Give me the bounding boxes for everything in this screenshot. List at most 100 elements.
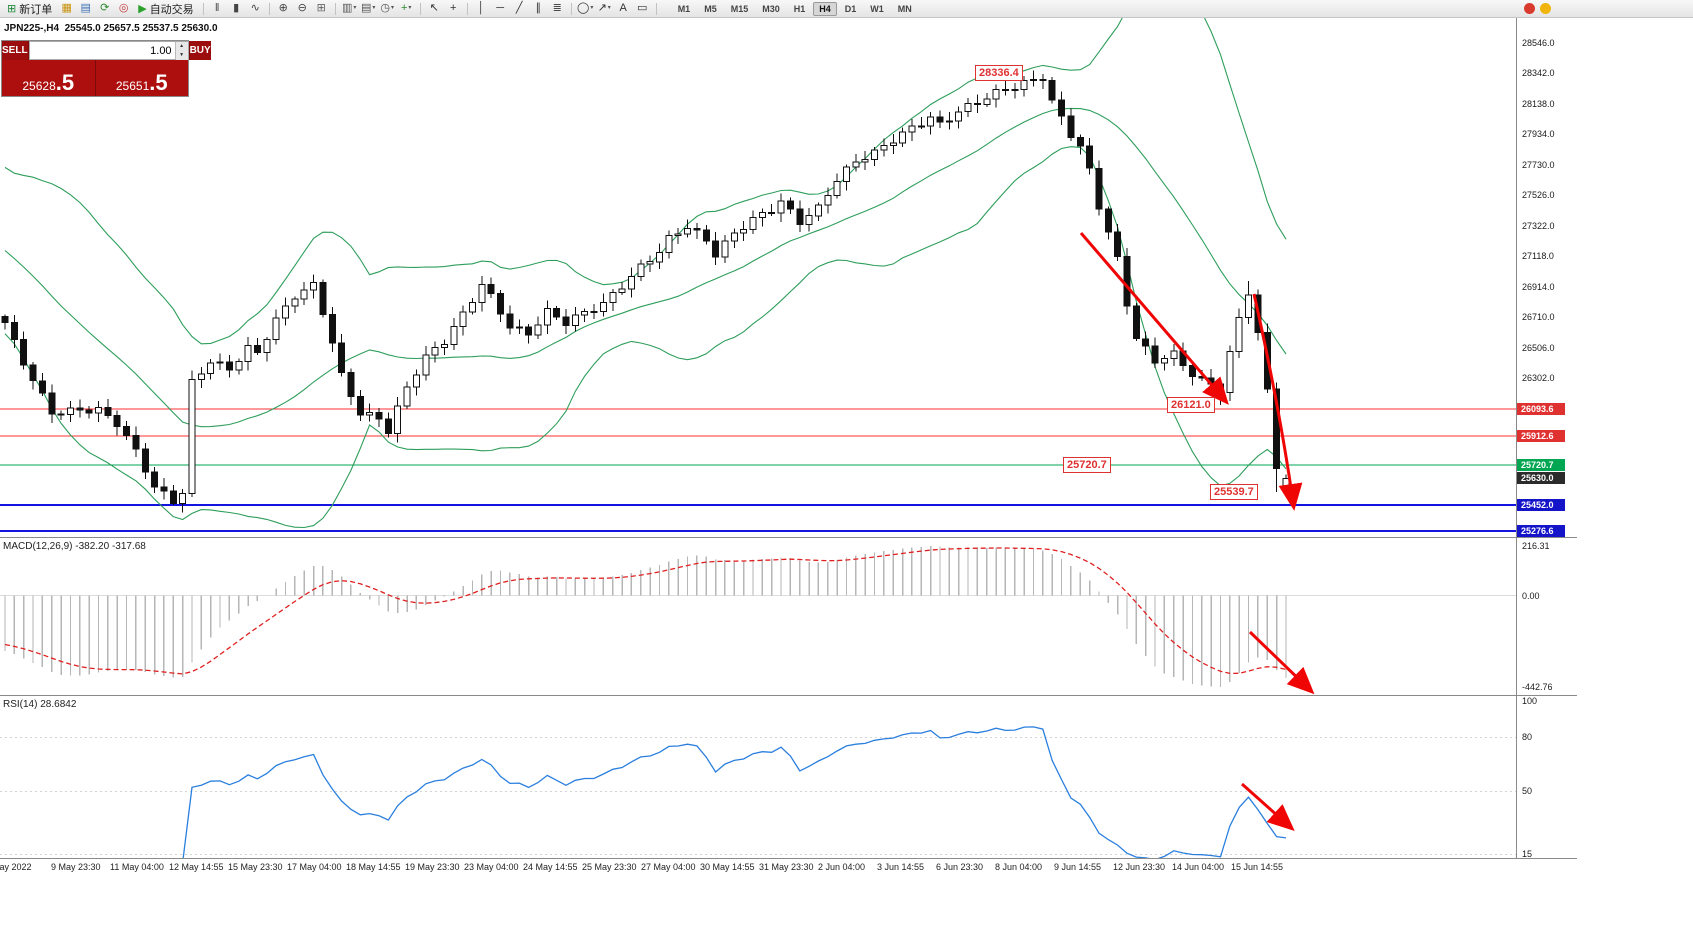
symbol-ohlc-info: JPN225-,H4 25545.0 25657.5 25537.5 25630… [4,23,218,34]
timeframe-m30-button[interactable]: M30 [762,3,780,14]
volume-decrement-button[interactable]: ▼ [175,51,188,60]
new-order-button[interactable]: ⊞ 新订单 [2,1,57,17]
time-axis-label: 18 May 14:55 [346,862,401,872]
timeframe-h1-button[interactable]: H1 [793,3,806,14]
sell-button[interactable]: SELL [2,41,29,60]
time-axis-label: 12 May 14:55 [169,862,224,872]
fibonacci-icon[interactable]: ≣ [552,2,562,14]
zoom-in-icon[interactable]: ⊕ [278,2,288,14]
time-axis-label: 2 Jun 04:00 [818,862,866,872]
crosshair-icon[interactable]: + [449,2,457,14]
text-label-icon[interactable]: ▭ [636,2,648,14]
autotrading-icon: ▶ [138,3,147,15]
time-axis-label: 8 Jun 04:00 [995,862,1043,872]
macd-panel[interactable]: MACD(12,26,9) -382.20 -317.68 [0,538,1516,695]
vertical-line-icon[interactable]: │ [477,2,485,14]
periods-icon[interactable]: ◷ ▾ [380,2,394,14]
sell-price-main: 25628 [22,79,56,93]
toolbar-item-group: ⊞ 新订单 ▦ ▤ ⟳ ◎ ▶ 自动交易 ‖ ▮ ∿ ⊕ ⊖ ⊞ ▥ ▾ ▤ ▾ ◷ ▾ + ▾ ↖ + │ ─ ╱ ∥ ≣ ◯ ▾ ↗ ▾ A ▭ [2,1,661,17]
main-price-chart[interactable]: JPN225-,H4 25545.0 25657.5 25537.5 25630… [0,18,1516,537]
candlestick-chart-surface[interactable] [0,18,1516,537]
new-chart-icon[interactable]: ▥ ▾ [341,2,357,14]
time-axis-label: 6 Jun 23:30 [936,862,984,872]
time-axis-label: 24 May 14:55 [523,862,578,872]
toolbar-status-icons [1524,3,1551,14]
volume-increment-button[interactable]: ▲ [175,42,188,51]
autotrading-button[interactable]: ▶ 自动交易 [133,1,198,17]
volume-input[interactable] [29,42,175,59]
buy-price-main: 25651 [115,79,150,93]
time-axis-label: 17 May 04:00 [287,862,342,872]
rsi-panel[interactable]: RSI(14) 28.6842 [0,696,1516,858]
arrows-tool-icon[interactable]: ↗ ▾ [597,2,611,14]
time-axis-label: 3 Jun 14:55 [877,862,925,872]
timeframe-w1-button[interactable]: W1 [870,3,884,14]
dropdown-caret-icon: ▾ [408,5,412,11]
toolbar-separator [570,2,572,15]
time-axis-label: 15 Jun 14:55 [1231,862,1284,872]
price-annotation: 25720.7 [1063,457,1111,473]
rsi-chart-surface[interactable] [0,696,1516,858]
dropdown-caret-icon: ▾ [607,5,611,11]
time-axis-label: 27 May 04:00 [641,862,696,872]
time-axis-label: 9 Jun 14:55 [1054,862,1102,872]
price-level-box: 25912.6 [1517,430,1565,442]
timeframe-h4-button[interactable]: H4 [813,1,837,16]
shapes-icon[interactable]: ◯ ▾ [577,2,594,14]
new-order-icon: ⊞ [7,3,17,15]
volume-spinner: ▲ ▼ [174,42,188,60]
timeframe-d1-button[interactable]: D1 [844,3,857,14]
alerts-icon[interactable]: ◎ [118,2,129,14]
status-yellow-icon[interactable] [1540,3,1551,14]
trendline-icon[interactable]: ╱ [515,2,523,14]
timeframe-m15-button[interactable]: M15 [730,3,749,14]
panel-separator[interactable] [0,537,1577,538]
indicators-icon[interactable]: + ▾ [400,2,412,14]
status-red-icon[interactable] [1524,3,1535,14]
price-annotation: 28336.4 [975,65,1023,81]
toolbar-separator [334,2,336,15]
toolbar-separator [419,2,421,15]
timeframe-mn-button[interactable]: MN [897,3,912,14]
volume-field: ▲ ▼ [28,41,189,60]
price-axis-label: 26302.0 [1522,373,1555,383]
time-axis[interactable]: May 2022 9 May 23:30 11 May 04:00 12 May 14… [0,859,1577,876]
candlestick-chart-icon[interactable]: ▮ [233,2,240,14]
price-level-box: 25630.0 [1517,472,1565,484]
time-axis-label: 23 May 04:00 [464,862,519,872]
panel-separator[interactable] [0,858,1577,859]
sell-price-display[interactable]: 25628.5 [2,60,95,96]
timeframe-m1-button[interactable]: M1 [677,3,691,14]
price-level-box: 25452.0 [1517,499,1565,511]
price-annotation: 26121.0 [1167,397,1215,413]
dropdown-caret-icon: ▾ [353,5,357,11]
zoom-out-icon[interactable]: ⊖ [297,2,307,14]
price-axis-label: 28546.0 [1522,38,1555,48]
buy-button[interactable]: BUY [188,41,211,60]
buy-price-pips: .5 [149,70,168,95]
toolbar-separator [466,2,468,15]
timeframe-toolbar: M1 M5 M15 M30 H1 H4 D1 W1 MN [671,1,919,16]
line-chart-icon[interactable]: ∿ [250,2,260,14]
toolbar: ⊞ 新订单 ▦ ▤ ⟳ ◎ ▶ 自动交易 ‖ ▮ ∿ ⊕ ⊖ ⊞ ▥ ▾ ▤ ▾ ◷ ▾ + ▾ ↖ + │ ─ ╱ ∥ ≣ ◯ ▾ ↗ ▾ A ▭… [0,0,1693,18]
bar-chart-icon[interactable]: ‖ [214,2,220,14]
rsi-label: RSI(14) 28.6842 [3,699,77,710]
one-click-trading-widget: SELL ▲ ▼ BUY 25628.5 25651.5 [1,40,211,97]
equidistant-channel-icon[interactable]: ∥ [535,2,541,14]
timeframe-m5-button[interactable]: M5 [704,3,717,14]
panel-separator[interactable] [0,695,1577,696]
price-axis[interactable]: 28546.0 28342.0 28138.0 27934.0 27730.0 27526… [1516,18,1577,859]
price-axis-label: 26506.0 [1522,343,1555,353]
tile-windows-icon[interactable]: ⊞ [316,2,326,14]
market-watch-icon[interactable]: ▤ [80,2,91,14]
new-order-label: 新订单 [19,3,53,16]
cursor-icon[interactable]: ↖ [429,2,439,14]
macd-chart-surface[interactable] [0,538,1516,695]
time-axis-label: 31 May 23:30 [759,862,814,872]
buy-price-display[interactable]: 25651.5 [94,60,188,96]
horizontal-line-icon[interactable]: ─ [496,2,505,14]
charts-window-icon[interactable]: ▦ [61,2,72,14]
refresh-icon[interactable]: ⟳ [100,2,110,14]
text-icon[interactable]: A [619,2,627,14]
profiles-icon[interactable]: ▤ ▾ [360,2,376,14]
